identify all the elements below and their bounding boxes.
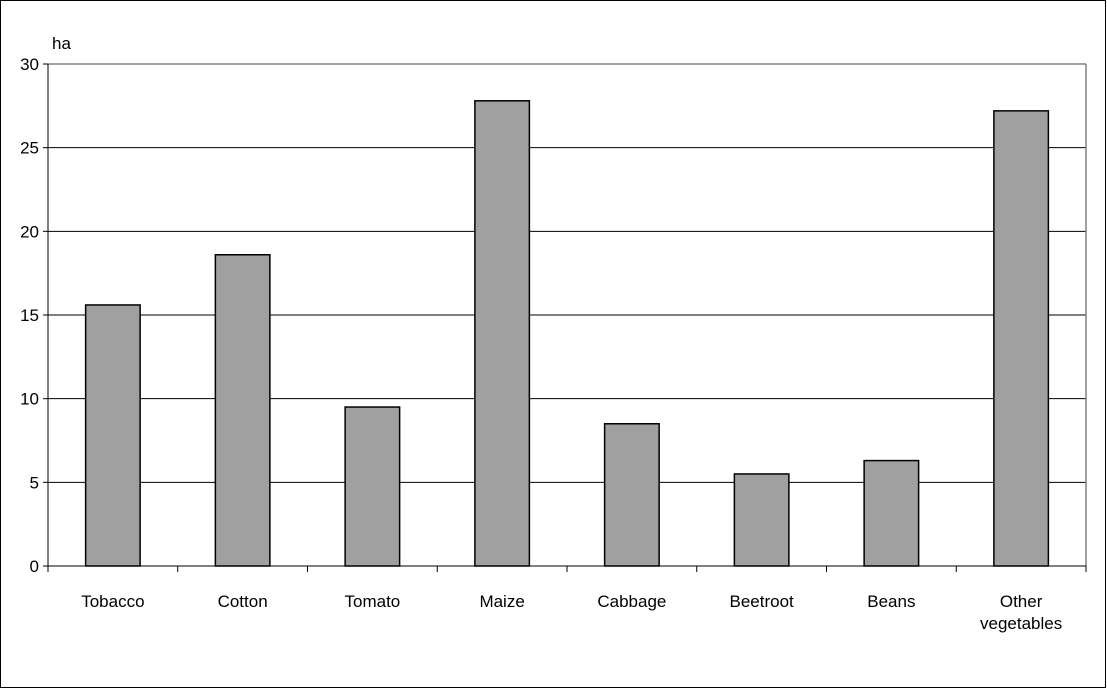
y-axis-unit-label: ha (52, 34, 71, 53)
y-tick-label: 10 (20, 390, 39, 409)
gridlines (48, 147, 1086, 483)
x-tick-label: Tobacco (81, 592, 144, 611)
bar-cabbage (603, 423, 660, 567)
y-tick-label: 25 (20, 139, 39, 158)
axes (43, 63, 1087, 572)
bar-tomato (344, 406, 401, 567)
y-tick-label: 0 (30, 557, 39, 576)
y-tick-label: 20 (20, 222, 39, 241)
bar-cotton (214, 254, 271, 567)
y-tick-label: 5 (30, 473, 39, 492)
x-tick-label: Maize (479, 592, 524, 611)
x-tick-label: Cabbage (597, 592, 666, 611)
x-tick-label: Tomato (345, 592, 401, 611)
bar-tobacco (84, 304, 141, 567)
bars (84, 100, 1050, 567)
x-tick-label: Cotton (218, 592, 268, 611)
x-tick-label: Beans (867, 592, 915, 611)
y-tick-label: 30 (20, 55, 39, 74)
x-tick-label: Other vegetables (980, 592, 1062, 633)
x-tick-labels: Tobacco Cotton Tomato Maize Cabbage Beetroot B… (81, 592, 1062, 633)
bar-maize (474, 100, 531, 567)
y-tick-label: 15 (20, 306, 39, 325)
bar-other-vegetables (993, 110, 1050, 567)
bar-beans (863, 459, 920, 567)
x-tick-label: Beetroot (729, 592, 794, 611)
bar-beetroot (733, 473, 790, 567)
y-tick-labels: 0 5 10 15 20 25 30 (20, 55, 39, 576)
